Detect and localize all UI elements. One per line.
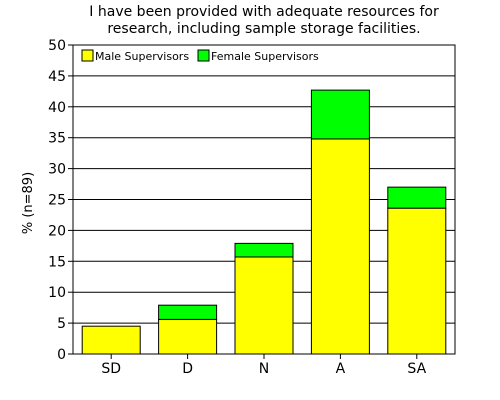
bar-a-male — [310, 138, 370, 355]
y-tick-label: 5 — [57, 316, 66, 332]
legend-label-male: Male Supervisors — [95, 50, 189, 63]
bar-a-female — [310, 89, 370, 140]
legend-swatch-male — [81, 49, 94, 62]
y-tick-label: 25 — [48, 193, 66, 209]
bar-sa-female — [387, 186, 447, 209]
x-tick-label: SA — [407, 361, 426, 377]
legend-swatch-female — [197, 49, 210, 62]
y-tick-label: 20 — [48, 223, 66, 239]
chart-title-line-1: I have been provided with adequate resou… — [89, 4, 439, 20]
y-tick-label: 40 — [48, 100, 66, 116]
bar-d-female — [158, 304, 218, 320]
y-tick-label: 35 — [48, 131, 66, 147]
chart-title-line-2: research, including sample storage facil… — [107, 21, 420, 37]
bar-n-male — [234, 256, 294, 355]
y-tick-label: 30 — [48, 162, 66, 178]
x-axis-ticks: SD D N A SA — [101, 354, 427, 377]
legend: Male Supervisors Female Supervisors — [81, 49, 319, 63]
y-tick-label: 45 — [48, 69, 66, 85]
y-tick-label: 15 — [48, 254, 66, 270]
bar-group — [81, 89, 447, 355]
y-tick-label: 0 — [57, 347, 66, 363]
legend-label-female: Female Supervisors — [211, 50, 319, 63]
x-tick-label: N — [259, 361, 269, 377]
y-axis-ticks: 0 5 10 15 20 25 30 35 40 45 50 — [48, 38, 73, 363]
x-tick-label: SD — [101, 361, 121, 377]
grid-lines — [73, 75, 455, 324]
y-tick-label: 50 — [48, 38, 66, 54]
x-tick-label: D — [182, 361, 193, 377]
y-tick-label: 10 — [48, 285, 66, 301]
bar-d-male — [158, 318, 218, 355]
bar-sa-male — [387, 207, 447, 355]
bar-n-female — [234, 242, 294, 258]
bar-sd-male — [81, 325, 141, 355]
x-tick-label: A — [336, 361, 346, 377]
y-axis-label: % (n=89) — [21, 172, 36, 234]
